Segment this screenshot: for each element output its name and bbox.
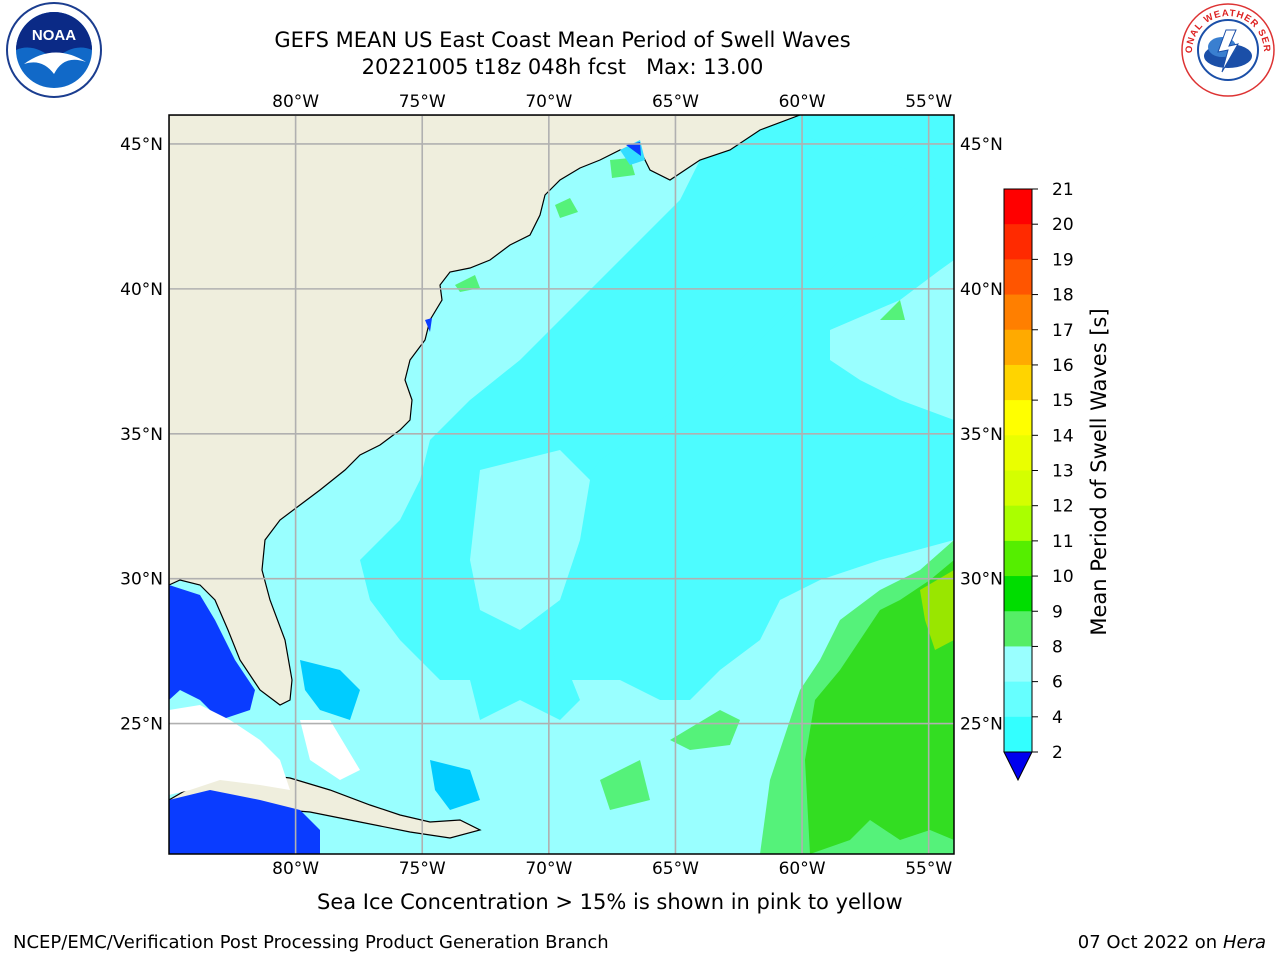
colorbar-under-arrow: [1003, 751, 1033, 782]
colorbar-swatch: [1004, 646, 1032, 683]
lon-tick-label-top: 65°W: [652, 92, 699, 112]
colorbar-tick-label: 4: [1052, 708, 1063, 728]
footer-host: Hera: [1222, 932, 1266, 953]
no-data-region: [169, 705, 290, 795]
colorbar-swatch: [1004, 329, 1032, 366]
colorbar-swatch: [1004, 681, 1032, 718]
lon-tick-label-bottom: 75°W: [399, 859, 446, 879]
colorbar-swatch: [1004, 224, 1032, 260]
swell-6-8-region: [540, 115, 954, 700]
sea-ice-note: Sea Ice Concentration > 15% is shown in …: [317, 890, 903, 914]
map-panel: [169, 115, 954, 854]
lon-tick-label-bottom: 70°W: [525, 859, 572, 879]
swell-9-10-patch: [455, 275, 480, 292]
colorbar-swatch: [1004, 364, 1032, 401]
lat-tick-label-left: 25°N: [120, 715, 163, 735]
colorbar-tick-label: 6: [1052, 673, 1063, 693]
no-data-region: [300, 720, 360, 780]
colorbar: 21 20 19 18 17 16 15 14 13 12 11 10 9 8 6 4 2: [1003, 180, 1074, 782]
colorbar-swatch: [1004, 540, 1032, 577]
colorbar-tick-label: 2: [1052, 743, 1063, 763]
lon-tick-label-bottom: 80°W: [272, 859, 319, 879]
swell-2-4-region: [169, 790, 320, 854]
lon-tick-label-top: 60°W: [779, 92, 826, 112]
colorbar-tick-label: 11: [1052, 532, 1074, 552]
colorbar-swatch: [1004, 435, 1032, 471]
lat-tick-label-left: 35°N: [120, 425, 163, 445]
noaa-logo: NOAA: [6, 2, 102, 98]
footer-credit: NCEP/EMC/Verification Post Processing Pr…: [13, 932, 609, 953]
swell-8-9-patch: [470, 450, 590, 630]
lat-tick-label-right: 45°N: [960, 135, 1003, 155]
swell-9-10-patch: [600, 760, 650, 810]
colorbar-tick-label: 15: [1052, 391, 1074, 411]
map-subtitle: 20221005 t18z 048h fcst Max: 13.00: [361, 55, 764, 79]
lon-tick-label-top: 75°W: [399, 92, 446, 112]
colorbar-tick-label: 13: [1052, 462, 1074, 482]
colorbar-tick-label: 18: [1052, 286, 1074, 306]
nws-logo: NATIONAL WEATHER SERVICE: [1178, 2, 1275, 97]
colorbar-tick-label: 20: [1052, 215, 1074, 235]
colorbar-tick-label: 14: [1052, 426, 1074, 446]
colorbar-tick-label: 17: [1052, 321, 1074, 341]
lon-tick-label-bottom: 55°W: [905, 859, 952, 879]
lon-tick-label-bottom: 60°W: [779, 859, 826, 879]
colorbar-swatch: [1004, 576, 1032, 612]
colorbar-swatch: [1004, 470, 1032, 507]
footer-date: 07 Oct 2022 on Hera: [1078, 932, 1266, 953]
colorbar-tick-label: 21: [1052, 180, 1074, 200]
swell-10-11-region: [805, 560, 954, 854]
lat-tick-label-right: 30°N: [960, 570, 1003, 590]
lon-tick-label-top: 80°W: [272, 92, 319, 112]
colorbar-tick-label: 10: [1052, 567, 1074, 587]
colorbar-swatch: [1004, 400, 1032, 436]
lon-tick-label-bottom: 65°W: [652, 859, 699, 879]
colorbar-tick-label: 16: [1052, 356, 1074, 376]
colorbar-swatch: [1004, 294, 1032, 331]
colorbar-tick-label: 9: [1052, 602, 1063, 622]
colorbar-swatch: [1004, 611, 1032, 647]
graticule: [169, 115, 954, 854]
colorbar-tick-label: 19: [1052, 250, 1074, 270]
swell-9-10-patch: [670, 710, 740, 750]
swell-8-9-patch: [830, 260, 954, 420]
swell-4-6-region: [300, 660, 360, 720]
swell-2-4-region: [626, 142, 641, 156]
lat-tick-label-right: 25°N: [960, 715, 1003, 735]
noaa-logo-text: NOAA: [32, 27, 76, 44]
colorbar-swatch: [1004, 505, 1032, 542]
lat-tick-label-right: 35°N: [960, 425, 1003, 445]
colorbar-label: Mean Period of Swell Waves [s]: [1087, 308, 1111, 635]
colorbar-swatch: [1004, 716, 1032, 753]
footer-date-text: 07 Oct 2022 on: [1077, 932, 1223, 953]
map-frame: [168, 114, 955, 855]
swell-4-6-region: [430, 760, 480, 810]
colorbar-tick-label: 8: [1052, 637, 1063, 657]
lat-tick-label-right: 40°N: [960, 280, 1003, 300]
swell-2-4-region: [425, 318, 432, 332]
lon-tick-label-top: 70°W: [525, 92, 572, 112]
lon-tick-label-top: 55°W: [905, 92, 952, 112]
swell-9-10-patch: [555, 198, 578, 218]
lat-tick-label-left: 40°N: [120, 280, 163, 300]
colorbar-swatch: [1004, 259, 1032, 296]
swell-2-4-region: [169, 585, 255, 720]
swell-9-10-patch: [880, 300, 905, 320]
lat-tick-label-left: 45°N: [120, 135, 163, 155]
swell-8-9-coast: [430, 115, 800, 320]
lat-tick-label-left: 30°N: [120, 570, 163, 590]
colorbar-swatch: [1004, 189, 1032, 225]
map-title: GEFS MEAN US East Coast Mean Period of S…: [274, 28, 851, 52]
colorbar-tick-label: 12: [1052, 497, 1074, 517]
